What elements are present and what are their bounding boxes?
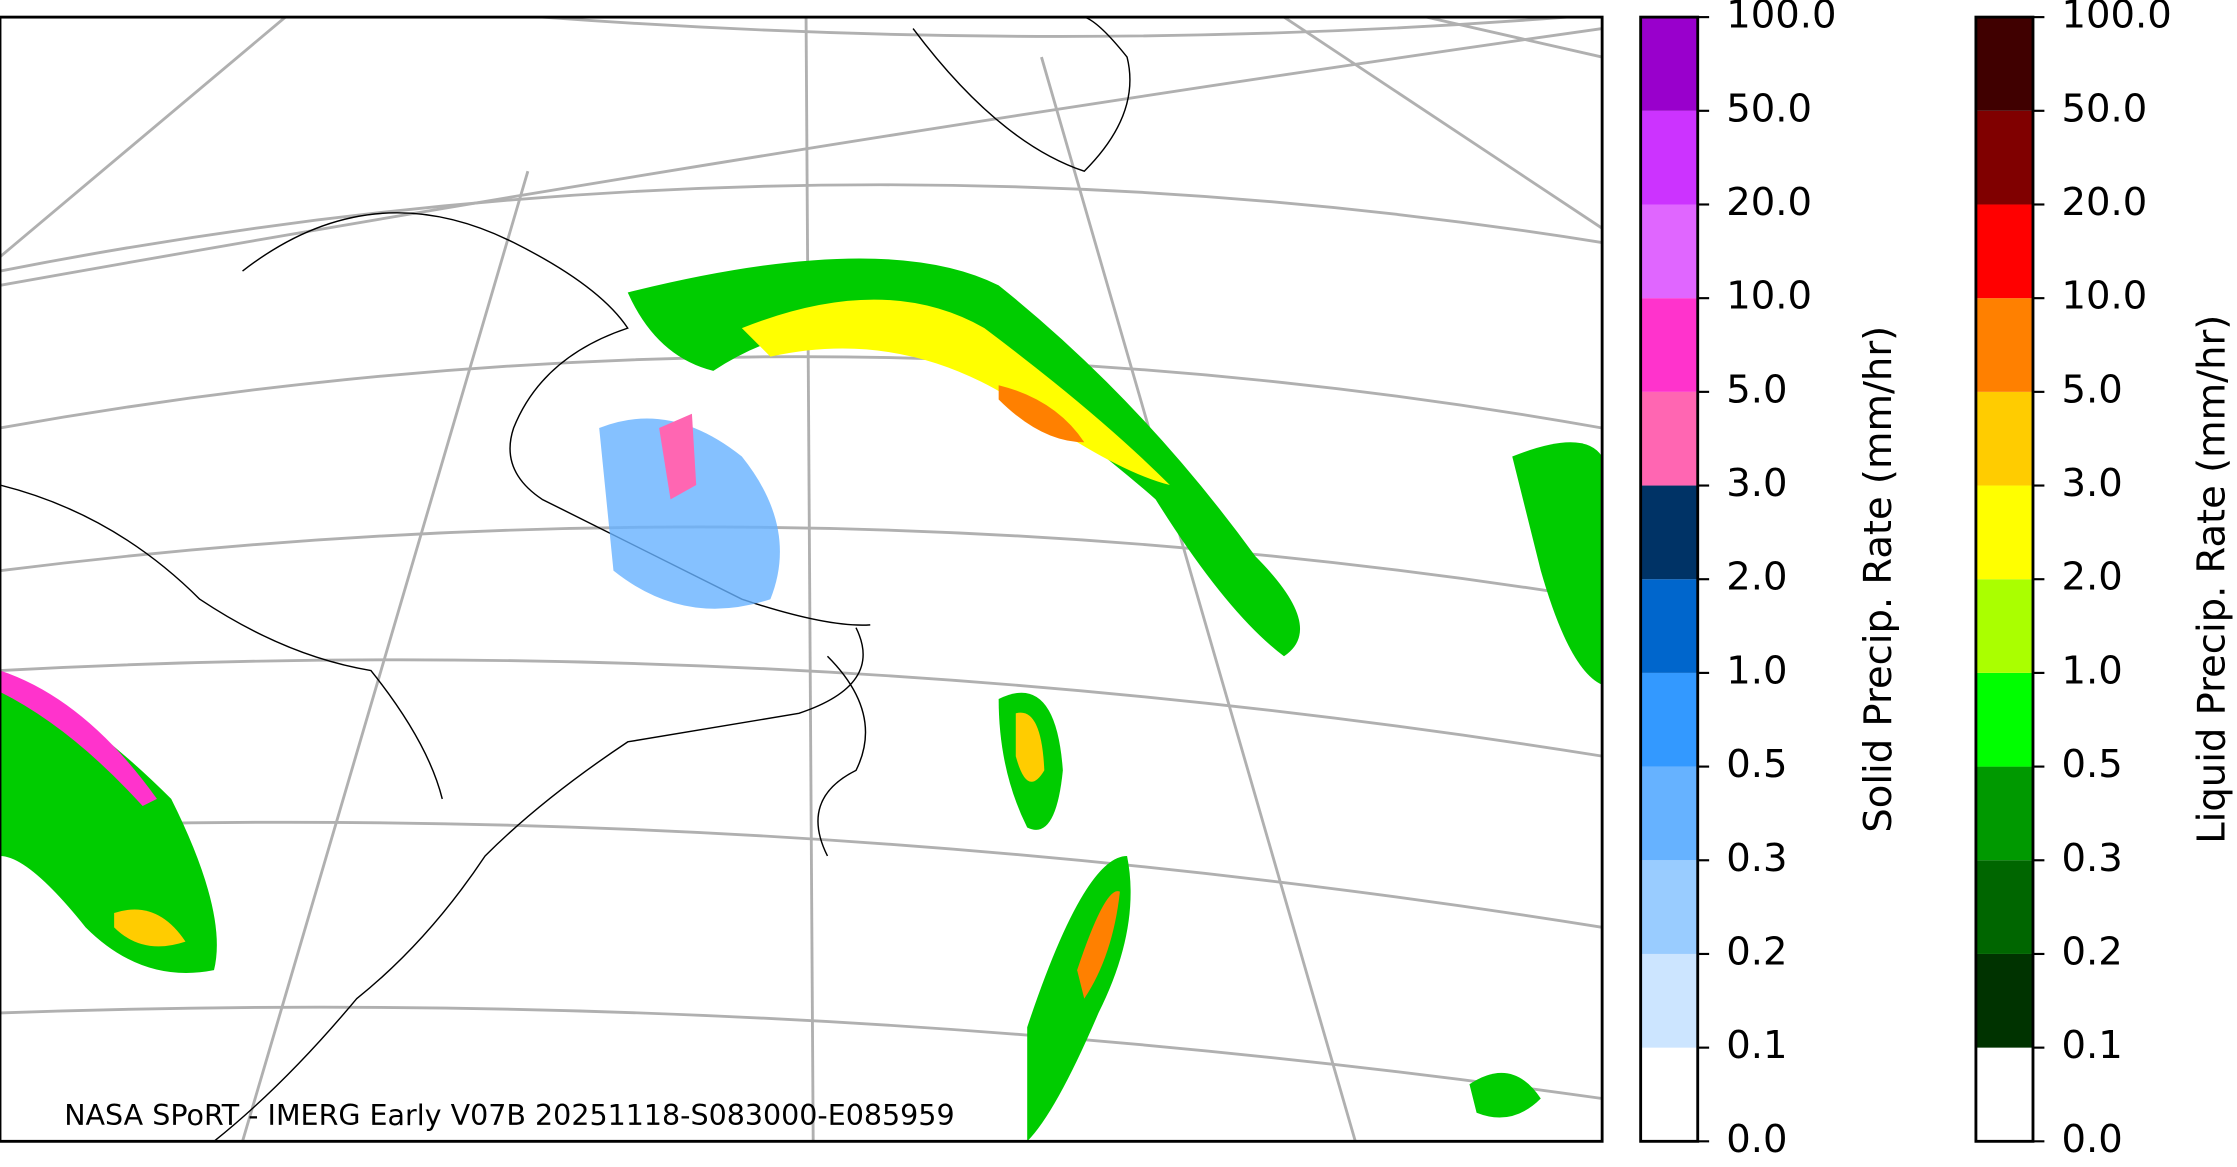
colorbar-tick-label: 0.0 (2062, 1117, 2123, 1162)
colorbar-tick-label: 0.2 (2062, 929, 2123, 974)
colorbar-segment (1975, 860, 2033, 954)
colorbar-segment (1640, 579, 1698, 673)
colorbar-tick-label: 0.3 (1726, 836, 1787, 881)
colorbar-segment (1975, 672, 2033, 767)
colorbar-tick-label: 3.0 (1726, 461, 1787, 506)
colorbar-segment (1640, 860, 1698, 954)
colorbar-tick-label: 1.0 (2062, 648, 2123, 693)
colorbar-segment (1640, 110, 1698, 205)
colorbar-segment (1975, 17, 2033, 111)
colorbar-segment (1975, 485, 2033, 580)
colorbar-segment (1975, 579, 2033, 673)
colorbar-segment (1640, 391, 1698, 486)
colorbar-tick-label: 10.0 (2062, 274, 2148, 319)
colorbar-tick-label: 100.0 (2062, 0, 2172, 38)
colorbar-tick-label: 0.0 (1726, 1117, 1787, 1162)
colorbar-label: Solid Precip. Rate (mm/hr) (1856, 326, 1901, 833)
colorbar-segment (1640, 672, 1698, 767)
colorbar-segment (1640, 17, 1698, 111)
colorbar-tick-label: 20.0 (1726, 180, 1812, 225)
map-frame (0, 15, 1604, 1143)
colorbar-tick-label: 0.1 (2062, 1023, 2123, 1068)
colorbar-tick-label: 50.0 (1726, 86, 1812, 131)
colorbar-tick-label: 2.0 (1726, 555, 1787, 600)
colorbar-segment (1975, 298, 2033, 392)
colorbar-tick-label: 20.0 (2062, 180, 2148, 225)
colorbar-tick-label: 0.5 (2062, 742, 2123, 787)
colorbar-tick-label: 0.2 (1726, 929, 1787, 974)
colorbar-segment (1640, 953, 1698, 1048)
colorbar-tick-label: 0.1 (1726, 1023, 1787, 1068)
colorbar-tick-label: 5.0 (2062, 367, 2123, 412)
map (0, 17, 1603, 1142)
colorbar-segment (1975, 1047, 2033, 1142)
colorbar-tick-label: 5.0 (1726, 367, 1787, 412)
colorbar-tick-label: 0.5 (1726, 742, 1787, 787)
colorbar-tick-label: 0.3 (2062, 836, 2123, 881)
colorbar-segment (1640, 204, 1698, 299)
colorbar-tick-label: 100.0 (1726, 0, 1836, 38)
colorbar-segment (1975, 953, 2033, 1048)
map-caption: NASA SPoRT - IMERG Early V07B 20251118-S… (64, 1099, 954, 1132)
colorbar-tick-label: 2.0 (2062, 555, 2123, 600)
colorbar-segment (1640, 1047, 1698, 1142)
colorbar-tick-label: 1.0 (1726, 648, 1787, 693)
colorbar-segment (1640, 485, 1698, 580)
colorbar-segment (1975, 110, 2033, 205)
colorbar-segment (1975, 766, 2033, 861)
colorbar-segment (1640, 298, 1698, 392)
colorbar-segment (1640, 766, 1698, 861)
colorbar-label: Liquid Precip. Rate (mm/hr) (2190, 315, 2235, 844)
colorbar-tick-label: 3.0 (2062, 461, 2123, 506)
colorbar-tick-label: 10.0 (1726, 274, 1812, 319)
colorbar-tick-label: 50.0 (2062, 86, 2148, 131)
colorbar-segment (1975, 391, 2033, 486)
colorbar-segment (1975, 204, 2033, 299)
